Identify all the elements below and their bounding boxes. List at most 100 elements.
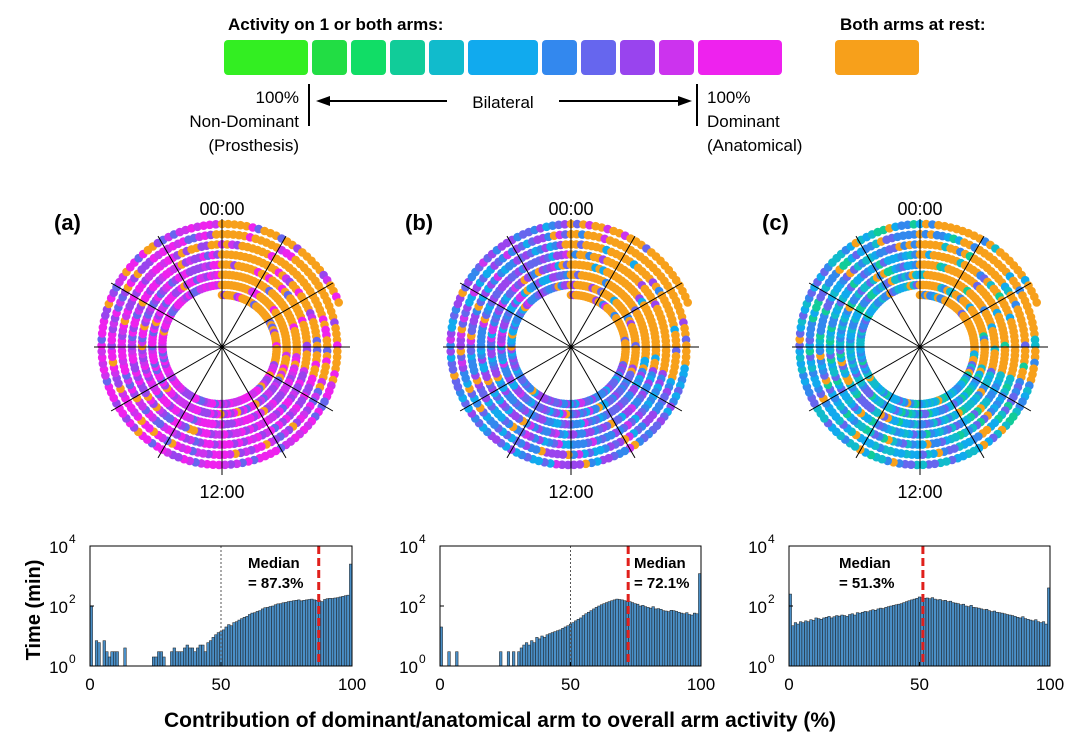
histogram-bar — [455, 651, 459, 667]
histogram-bar — [289, 600, 293, 667]
spiral-point — [572, 219, 582, 229]
legend-right-pct: 100% — [707, 88, 750, 107]
polar-spoke — [506, 235, 572, 348]
histogram-bar — [620, 599, 624, 667]
histogram-bar — [879, 607, 883, 667]
histogram-bar — [227, 624, 231, 667]
histogram-bar — [791, 625, 795, 667]
histogram-bar — [925, 597, 929, 667]
histogram-bar — [299, 600, 303, 667]
polar-spoke — [570, 282, 683, 348]
y-tick-label: 10 — [49, 598, 68, 617]
y-tick-label: 10 — [49, 658, 68, 677]
histogram-bar — [323, 599, 327, 667]
histogram-bar — [1010, 615, 1015, 667]
histogram-bar — [237, 619, 241, 667]
histogram-bar — [656, 608, 660, 667]
histogram-bar — [840, 614, 844, 667]
polar-spoke — [221, 282, 334, 348]
histogram-bar — [553, 631, 557, 667]
histogram-bar — [796, 623, 800, 667]
polar-spoke — [506, 346, 572, 459]
histogram-bar — [253, 612, 257, 667]
polar-a-axes — [94, 219, 350, 475]
histogram-bar — [574, 620, 578, 667]
histogram-bar — [211, 637, 215, 667]
legend-rest-swatch — [835, 40, 919, 75]
histogram-bar — [333, 597, 337, 667]
histogram-bar — [599, 604, 604, 667]
x-tick-label: 0 — [85, 675, 94, 694]
histogram-bar — [260, 608, 265, 667]
histogram-bar — [154, 656, 158, 667]
histogram-bar — [855, 612, 860, 667]
histogram-bar — [1000, 612, 1004, 667]
histogram-bar — [669, 610, 673, 667]
histogram-bar — [594, 607, 598, 667]
histogram-bar — [672, 610, 676, 667]
histogram-bar — [584, 613, 588, 667]
histogram-bar — [247, 614, 252, 667]
y-tick-exponent: 2 — [419, 592, 426, 606]
y-tick-exponent: 4 — [69, 532, 76, 546]
histogram-bar — [876, 608, 880, 667]
polar-spoke — [459, 282, 572, 348]
histogram-bar — [266, 607, 270, 667]
histogram-bar — [110, 651, 114, 667]
histogram-bar — [643, 606, 647, 667]
polar-spoke — [570, 346, 683, 412]
y-tick-exponent: 0 — [69, 652, 76, 666]
histogram-bar — [659, 608, 663, 667]
histogram-bar — [320, 601, 324, 667]
histogram-bar — [886, 606, 891, 667]
histogram-bar — [687, 614, 691, 667]
histogram-bar — [209, 640, 213, 667]
histogram-bar — [1016, 617, 1020, 667]
histogram-bar — [1013, 616, 1017, 667]
histogram-bar — [618, 599, 622, 667]
histogram-bar — [284, 602, 288, 667]
histogram-bar — [998, 612, 1002, 667]
histogram-bar — [848, 614, 852, 667]
histogram-bar — [954, 602, 958, 667]
histogram-bar — [258, 610, 262, 667]
histogram-bar — [294, 600, 298, 667]
histogram-bar — [94, 640, 99, 667]
histogram-bar — [193, 651, 197, 667]
histogram-bar — [928, 598, 932, 667]
histogram-bar — [972, 607, 976, 667]
histogram-bar — [866, 611, 870, 667]
histogram-bar — [105, 651, 109, 667]
spiral-point — [446, 347, 456, 356]
histogram-bar — [224, 626, 228, 667]
spiral-point — [795, 347, 804, 356]
histogram-bar — [180, 651, 184, 667]
histogram-bar — [979, 608, 984, 667]
histogram-bar — [268, 606, 272, 667]
polar-spoke — [919, 282, 1032, 348]
y-tick-exponent: 2 — [768, 592, 775, 606]
arrow-left-head — [316, 96, 330, 106]
histogram-bar — [235, 621, 239, 667]
histogram-bar — [219, 631, 223, 667]
spiral-point — [795, 341, 804, 350]
histogram-bar — [519, 647, 523, 667]
polar-spoke — [459, 346, 572, 412]
histogram-bar — [946, 601, 950, 667]
histogram-bar — [845, 616, 849, 667]
histogram-bar — [824, 617, 829, 667]
legend-activity-title: Activity on 1 or both arms: — [228, 15, 443, 34]
histogram-bar — [977, 607, 981, 667]
spiral-point — [220, 460, 230, 470]
histogram-bar — [540, 635, 544, 667]
histogram-bar — [525, 642, 529, 667]
panel-label-c: (c) — [762, 210, 789, 235]
histogram-bar — [938, 599, 942, 667]
polar-c-axes — [792, 219, 1048, 475]
y-tick-label: 10 — [399, 658, 418, 677]
histogram-bar — [664, 610, 668, 667]
histogram-bar — [597, 605, 601, 667]
median-value: = 72.1% — [634, 575, 689, 592]
histogram-bar — [556, 630, 560, 667]
histogram-bar — [331, 598, 335, 667]
